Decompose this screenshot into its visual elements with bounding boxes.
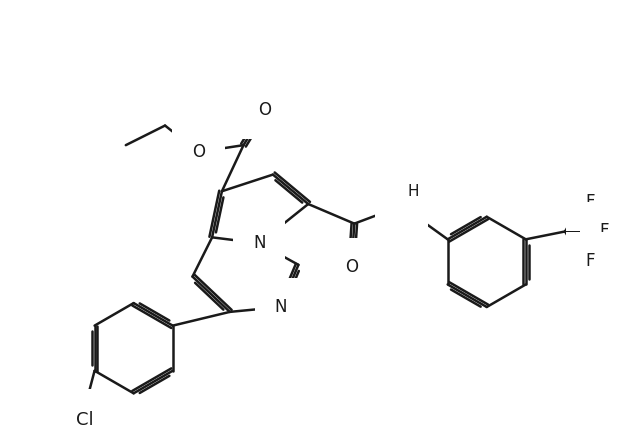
Text: N: N: [395, 197, 408, 215]
Text: F: F: [586, 193, 595, 211]
Text: F: F: [586, 252, 595, 270]
Text: O: O: [345, 258, 358, 276]
Text: F: F: [600, 223, 609, 241]
Text: O: O: [259, 101, 271, 119]
Text: N: N: [275, 298, 287, 316]
Text: O: O: [192, 143, 205, 161]
Text: N: N: [253, 234, 266, 252]
Text: Cl: Cl: [76, 411, 93, 429]
Text: H: H: [408, 184, 419, 199]
